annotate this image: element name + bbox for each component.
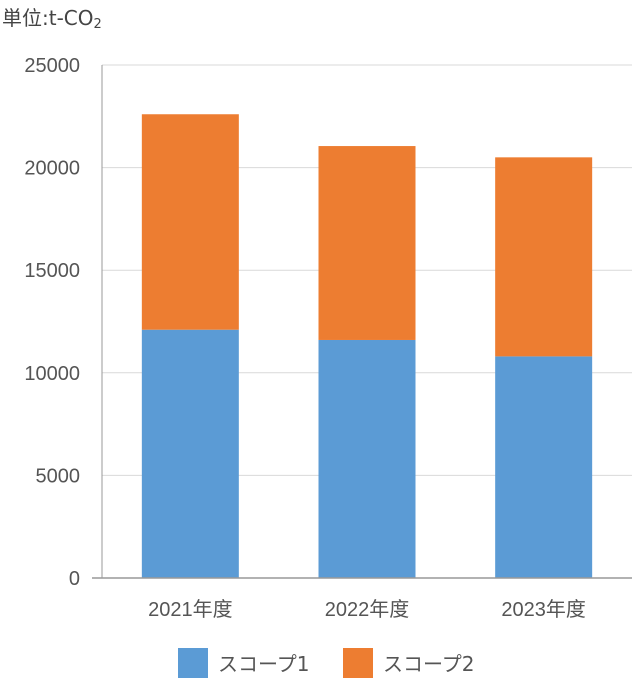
x-tick-label: 2023年度 bbox=[501, 598, 586, 621]
bar-2-1 bbox=[141, 114, 239, 330]
bar-1-2 bbox=[318, 339, 416, 578]
legend-swatch-1 bbox=[178, 648, 208, 678]
bar-1-1 bbox=[141, 329, 239, 578]
unit-label: 単位:t-CO2 bbox=[2, 2, 102, 32]
legend-swatch-2 bbox=[343, 648, 373, 678]
legend-label-2: スコープ2 bbox=[383, 652, 475, 676]
unit-subscript: 2 bbox=[93, 17, 102, 32]
y-tick-label: 25000 bbox=[24, 55, 80, 77]
x-tick-label: 2022年度 bbox=[325, 598, 410, 621]
y-tick-label: 20000 bbox=[24, 158, 80, 180]
y-tick-label: 5000 bbox=[36, 465, 81, 487]
bars bbox=[141, 114, 593, 578]
legend: スコープ1 スコープ2 bbox=[178, 648, 475, 678]
x-tick-label: 2021年度 bbox=[148, 598, 233, 621]
legend-label-1: スコープ1 bbox=[218, 652, 310, 676]
bar-1-3 bbox=[495, 356, 593, 578]
y-tick-label: 0 bbox=[69, 568, 80, 590]
y-tick-label: 15000 bbox=[24, 260, 80, 282]
bar-2-2 bbox=[318, 146, 416, 340]
axes: 0 5000 10000 15000 20000 25000 2021年度 2022年度 202… bbox=[24, 55, 632, 621]
y-tick-label: 10000 bbox=[24, 363, 80, 385]
unit-prefix: 単位:t-CO bbox=[2, 6, 94, 30]
bar-2-3 bbox=[495, 157, 593, 357]
